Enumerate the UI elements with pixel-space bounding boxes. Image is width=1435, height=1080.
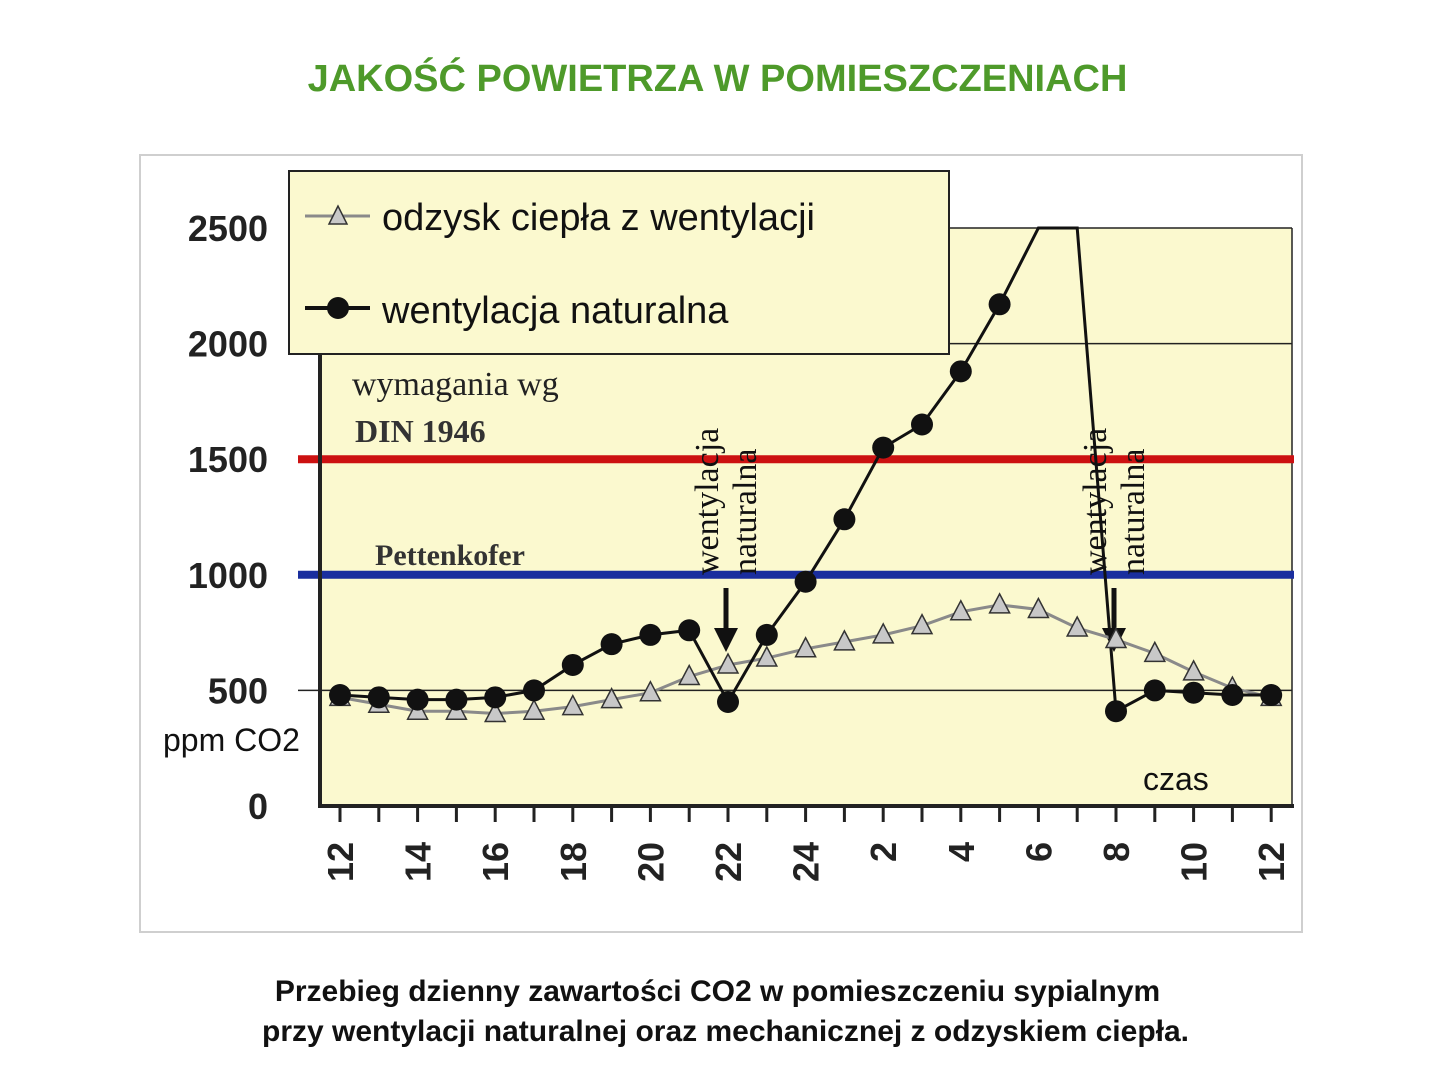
x-tick-label: 8 — [1096, 842, 1137, 862]
annotation-text: naturalna — [1115, 449, 1152, 576]
y-tick-label: 2500 — [188, 208, 268, 249]
data-point-triangle — [639, 680, 662, 702]
y-axis-label: ppm CO2 — [163, 722, 300, 758]
y-tick-label: 0 — [248, 786, 268, 827]
x-tick-label: 12 — [1251, 842, 1292, 882]
series-layer — [328, 226, 1283, 723]
data-point-circle — [833, 508, 856, 531]
data-point-triangle — [1104, 626, 1128, 649]
data-point-triangle — [483, 700, 507, 723]
data-point-circle — [600, 633, 623, 656]
din-label: wymagania wg — [352, 366, 559, 403]
data-point-circle — [755, 623, 778, 646]
x-tick-label: 16 — [475, 842, 516, 882]
data-point-triangle — [1027, 596, 1050, 619]
x-tick-label: 18 — [553, 842, 594, 882]
data-point-circle — [1105, 700, 1127, 723]
data-point-triangle — [561, 693, 585, 716]
page-title: JAKOŚĆ POWIETRZA W POMIESZCZENIACH — [307, 58, 1128, 100]
x-tick-label: 24 — [786, 842, 827, 882]
data-point-circle — [484, 686, 507, 709]
data-point-circle — [1260, 684, 1283, 707]
y-tick-label: 1000 — [188, 555, 268, 596]
x-tick-label: 22 — [708, 842, 749, 882]
data-point-circle — [1182, 681, 1205, 704]
data-point-triangle — [716, 652, 740, 674]
arrow-down-icon — [714, 628, 738, 652]
data-point-triangle — [1065, 615, 1089, 637]
annotation-text: naturalna — [727, 449, 764, 576]
data-point-triangle — [871, 622, 895, 644]
x-tick-label: 6 — [1018, 842, 1059, 862]
y-tick-label: 2000 — [188, 324, 268, 365]
data-point-circle — [988, 293, 1011, 316]
pettenkofer-label: Pettenkofer — [375, 539, 525, 572]
x-tick-label: 14 — [398, 842, 439, 882]
data-point-circle — [406, 688, 429, 711]
x-tick-label: 4 — [941, 842, 982, 862]
data-point-circle — [329, 684, 351, 707]
data-point-triangle — [910, 613, 934, 635]
data-point-circle — [445, 688, 468, 711]
annotations: wentylacja naturalna wentylacja naturalna — [689, 428, 1152, 652]
data-point-circle — [678, 619, 701, 642]
y-tick-label: 1500 — [188, 439, 268, 480]
data-point-triangle — [949, 599, 973, 621]
data-point-triangle — [522, 698, 546, 720]
data-point-circle — [639, 623, 662, 646]
legend-box — [288, 170, 950, 355]
data-point-triangle — [794, 636, 817, 658]
data-point-circle — [1221, 684, 1244, 707]
reference-lines — [298, 455, 1294, 579]
legend-marker-circle-icon — [327, 297, 349, 319]
x-tick-label: 2 — [863, 842, 904, 862]
caption-line-2: przy wentylacji naturalnej oraz mechanic… — [262, 1015, 1189, 1048]
x-axis-label: czas — [1143, 761, 1209, 797]
data-point-triangle — [988, 592, 1011, 614]
din-label-bold: DIN 1946 — [355, 413, 486, 449]
x-tick-label: 12 — [320, 842, 361, 882]
data-point-circle — [872, 436, 895, 459]
legend: odzysk ciepła z wentylacji wentylacja na… — [288, 170, 950, 355]
legend-marker-triangle-icon — [327, 204, 349, 225]
data-point-circle — [561, 653, 584, 676]
data-point-triangle — [600, 687, 623, 709]
annotation-text: wentylacja — [689, 428, 726, 575]
data-point-triangle — [1143, 640, 1167, 663]
data-point-triangle — [755, 645, 779, 667]
caption-line-1: Przebieg dzienny zawartości CO2 w pomies… — [274, 975, 1161, 1008]
data-point-circle — [717, 690, 739, 713]
data-point-triangle — [1182, 659, 1205, 681]
x-tick-label: 20 — [630, 842, 671, 882]
y-ticks: 0 500 1000 1500 2000 2500 — [188, 208, 268, 827]
data-point-triangle — [677, 663, 701, 686]
data-point-circle — [949, 360, 972, 383]
legend-label-natural: wentylacja naturalna — [381, 290, 729, 332]
data-point-circle — [794, 570, 817, 593]
data-point-circle — [367, 686, 390, 709]
x-tick-label: 10 — [1174, 842, 1215, 882]
x-ticks: 12 14 16 18 20 22 24 2 4 6 8 10 12 — [320, 806, 1292, 882]
y-tick-label: 500 — [208, 670, 268, 711]
data-point-circle — [523, 679, 545, 702]
data-point-triangle — [833, 629, 856, 651]
data-point-circle — [911, 413, 933, 436]
legend-label-heat-recovery: odzysk ciepła z wentylacji — [382, 197, 815, 239]
data-point-circle — [1143, 679, 1166, 702]
